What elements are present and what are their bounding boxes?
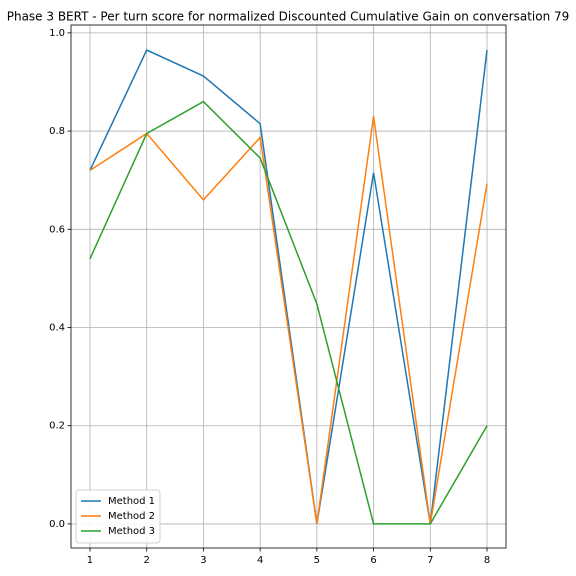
line (89, 49, 488, 525)
y-tick-label: 0.8 (49, 126, 65, 137)
plot-frame (70, 24, 507, 549)
x-tick-label: 2 (144, 555, 150, 566)
x-tick-label: 7 (427, 555, 433, 566)
x-tick-label: 6 (370, 555, 376, 566)
x-tick-label: 1 (87, 555, 93, 566)
legend-label: Method 3 (108, 526, 155, 537)
legend-label: Method 2 (108, 511, 155, 522)
y-tick-label: 0.6 (49, 224, 65, 235)
x-tick-label: 4 (257, 555, 263, 566)
line (89, 100, 488, 525)
y-tick-label: 1.0 (49, 28, 65, 39)
legend-label: Method 1 (108, 496, 155, 507)
line (89, 116, 488, 525)
x-tick-label: 3 (200, 555, 206, 566)
legend-box (75, 489, 161, 544)
y-tick-label: 0.0 (49, 519, 65, 530)
chart-title: Phase 3 BERT - Per turn score for normal… (7, 10, 570, 24)
y-tick-label: 0.4 (49, 323, 65, 334)
y-tick-label: 0.2 (49, 421, 65, 432)
x-tick-label: 8 (484, 555, 490, 566)
x-tick-label: 5 (314, 555, 320, 566)
